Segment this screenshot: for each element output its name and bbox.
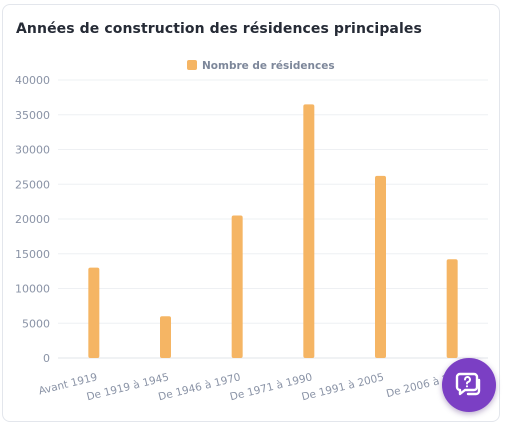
y-tick-15000: 15000 [15,248,50,261]
bar-de-1991-a-2005[interactable] [375,175,386,358]
chat-help-icon [455,372,481,396]
y-tick-10000: 10000 [15,283,50,296]
y-tick-5000: 5000 [22,317,50,330]
y-axis-ticks: 0 5000 10000 15000 20000 25000 30000 35000 40000 [15,74,50,365]
y-tick-35000: 35000 [15,109,50,122]
legend[interactable]: Nombre de résidences [187,60,335,72]
bars [88,104,458,358]
chart-title: Années de construction des résidences pr… [16,21,422,37]
legend-label-nombre-de-residences: Nombre de résidences [202,60,335,72]
x-tick-de-1991-a-2005: De 1991 à 2005 [300,371,385,403]
bar-de-2006-a-20[interactable] [446,259,458,358]
chat-help-button[interactable] [442,358,496,412]
y-tick-20000: 20000 [15,213,50,226]
x-tick-de-1971-a-1990: De 1971 à 1990 [229,371,314,403]
grid-lines [58,79,488,359]
bar-avant-1919[interactable] [88,267,100,358]
y-tick-0: 0 [43,352,50,365]
y-tick-30000: 30000 [15,144,50,157]
y-tick-40000: 40000 [15,74,50,87]
y-tick-25000: 25000 [15,178,50,191]
bar-de-1971-a-1990[interactable] [303,104,315,358]
legend-swatch-nombre-de-residences [187,60,197,70]
bar-de-1919-a-1945[interactable] [160,316,171,358]
x-tick-de-1946-a-1970: De 1946 à 1970 [157,371,242,403]
chart-card: Années de construction des résidences pr… [2,4,500,422]
bar-de-1946-a-1970[interactable] [231,215,243,358]
x-tick-de-1919-a-1945: De 1919 à 1945 [85,371,170,403]
